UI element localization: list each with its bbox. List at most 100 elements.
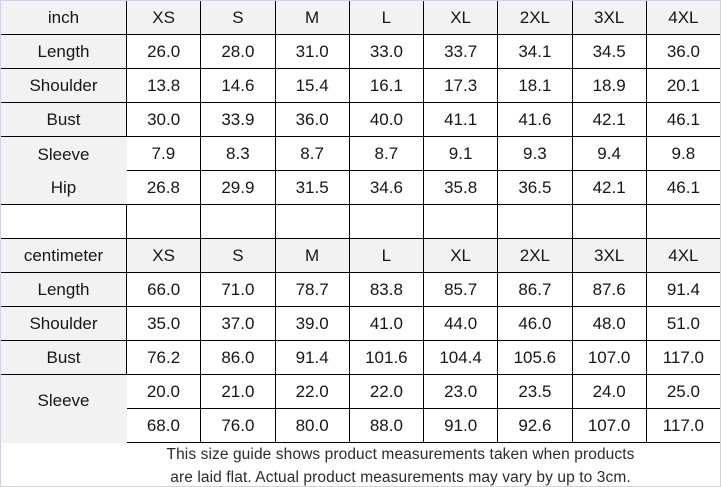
size-value: 66.0 bbox=[125, 272, 202, 307]
row-label: Length bbox=[1, 272, 127, 307]
size-value: 30.0 bbox=[125, 102, 202, 137]
spacer-cell bbox=[1, 204, 127, 239]
size-header: 4XL bbox=[645, 1, 720, 35]
size-value: 91.4 bbox=[645, 272, 720, 307]
size-value: 9.4 bbox=[571, 136, 647, 171]
size-header: M bbox=[274, 1, 350, 35]
size-header-row-inch: inch XS S M L XL 2XL 3XL 4XL bbox=[1, 1, 720, 35]
size-value: 16.1 bbox=[348, 68, 425, 103]
size-header: L bbox=[348, 238, 425, 273]
size-header: 4XL bbox=[645, 238, 720, 273]
size-value: 9.8 bbox=[645, 136, 720, 171]
size-value: 23.0 bbox=[422, 374, 499, 409]
size-value: 29.9 bbox=[200, 170, 276, 205]
size-value: 71.0 bbox=[200, 272, 276, 307]
size-value: 91.0 bbox=[422, 408, 499, 443]
size-header: M bbox=[274, 238, 350, 273]
size-value: 31.0 bbox=[274, 34, 350, 69]
size-header: 3XL bbox=[571, 238, 647, 273]
size-table: inch XS S M L XL 2XL 3XL 4XL Length 26.0 28.0 31.0 33… bbox=[1, 1, 720, 443]
row-label: Length bbox=[1, 34, 127, 69]
size-header-row-centimeter: centimeter XS S M L XL 2XL 3XL 4XL bbox=[1, 238, 720, 273]
unit-header-centimeter: centimeter bbox=[1, 238, 127, 273]
size-value: 33.7 bbox=[422, 34, 499, 69]
size-value: 22.0 bbox=[274, 374, 350, 409]
row-label: Bust bbox=[1, 340, 127, 375]
spacer-cell bbox=[645, 204, 720, 239]
size-header: XL bbox=[422, 1, 499, 35]
size-value: 22.0 bbox=[348, 374, 425, 409]
size-value: 34.1 bbox=[497, 34, 573, 69]
unit-header-inch: inch bbox=[1, 1, 127, 35]
size-value: 86.7 bbox=[497, 272, 573, 307]
size-value: 48.0 bbox=[571, 306, 647, 341]
size-value: 39.0 bbox=[274, 306, 350, 341]
row-label-sleeve: Sleeve bbox=[37, 144, 90, 164]
size-guide-note: This size guide shows product measuremen… bbox=[1, 443, 720, 486]
size-value: 44.0 bbox=[422, 306, 499, 341]
size-header: XS bbox=[125, 238, 202, 273]
size-value: 36.5 bbox=[497, 170, 573, 205]
size-value: 105.6 bbox=[497, 340, 573, 375]
size-value: 15.4 bbox=[274, 68, 350, 103]
size-value: 83.8 bbox=[348, 272, 425, 307]
size-header: L bbox=[348, 1, 425, 35]
size-value: 76.2 bbox=[125, 340, 202, 375]
size-header: 2XL bbox=[497, 1, 573, 35]
size-value: 7.9 bbox=[126, 136, 202, 171]
size-value: 14.6 bbox=[200, 68, 276, 103]
spacer-cell bbox=[497, 204, 573, 239]
size-value: 40.0 bbox=[348, 102, 425, 137]
measure-row-bust: Bust 30.0 33.9 36.0 40.0 41.1 41.6 42.1 46.1 bbox=[1, 102, 720, 137]
size-value: 36.0 bbox=[274, 102, 350, 137]
size-value: 33.0 bbox=[348, 34, 425, 69]
size-value: 33.9 bbox=[200, 102, 276, 137]
size-value: 20.1 bbox=[645, 68, 720, 103]
size-value: 8.7 bbox=[274, 136, 350, 171]
size-value: 46.1 bbox=[645, 170, 720, 205]
spacer-cell bbox=[348, 204, 425, 239]
size-value: 46.1 bbox=[645, 102, 720, 137]
measure-row-hip: 68.0 76.0 80.0 88.0 91.0 92.6 107.0 117.0 bbox=[1, 408, 720, 443]
spacer-cell bbox=[274, 204, 350, 239]
size-value: 20.0 bbox=[126, 374, 202, 409]
size-value: 36.0 bbox=[645, 34, 720, 69]
size-value: 87.6 bbox=[571, 272, 647, 307]
size-value: 78.7 bbox=[274, 272, 350, 307]
size-value: 21.0 bbox=[200, 374, 276, 409]
size-header: 3XL bbox=[571, 1, 647, 35]
size-value: 23.5 bbox=[497, 374, 573, 409]
size-value: 41.6 bbox=[497, 102, 573, 137]
size-value: 42.1 bbox=[571, 170, 647, 205]
size-value: 91.4 bbox=[274, 340, 350, 375]
size-value: 9.3 bbox=[497, 136, 573, 171]
size-value: 8.7 bbox=[348, 136, 425, 171]
size-header: 2XL bbox=[497, 238, 573, 273]
size-value: 18.9 bbox=[571, 68, 647, 103]
spacer-row bbox=[1, 204, 720, 239]
size-value: 35.8 bbox=[422, 170, 499, 205]
size-value: 18.1 bbox=[497, 68, 573, 103]
size-value: 107.0 bbox=[571, 340, 647, 375]
spacer-cell bbox=[571, 204, 647, 239]
row-label-hip: Hip bbox=[50, 177, 77, 197]
size-value: 37.0 bbox=[200, 306, 276, 341]
size-value: 41.1 bbox=[422, 102, 499, 137]
row-label: Shoulder bbox=[1, 306, 127, 341]
size-value: 92.6 bbox=[497, 408, 573, 443]
note-line-2: are laid flat. Actual product measuremen… bbox=[170, 469, 631, 486]
spacer-cell bbox=[125, 204, 202, 239]
size-value: 9.1 bbox=[422, 136, 499, 171]
size-header: S bbox=[200, 1, 276, 35]
size-header: XL bbox=[422, 238, 499, 273]
row-label: Sleeve bbox=[1, 374, 127, 443]
size-value: 117.0 bbox=[645, 340, 720, 375]
size-value: 46.0 bbox=[497, 306, 573, 341]
spacer-cell bbox=[422, 204, 499, 239]
size-value: 26.0 bbox=[125, 34, 202, 69]
measure-row-bust: Bust 76.2 86.0 91.4 101.6 104.4 105.6 107.0 117.… bbox=[1, 340, 720, 375]
size-table-body: inch XS S M L XL 2XL 3XL 4XL Length 26.0 28.0 31.0 33… bbox=[1, 1, 720, 443]
size-value: 107.0 bbox=[571, 408, 647, 443]
size-value: 34.6 bbox=[348, 170, 425, 205]
